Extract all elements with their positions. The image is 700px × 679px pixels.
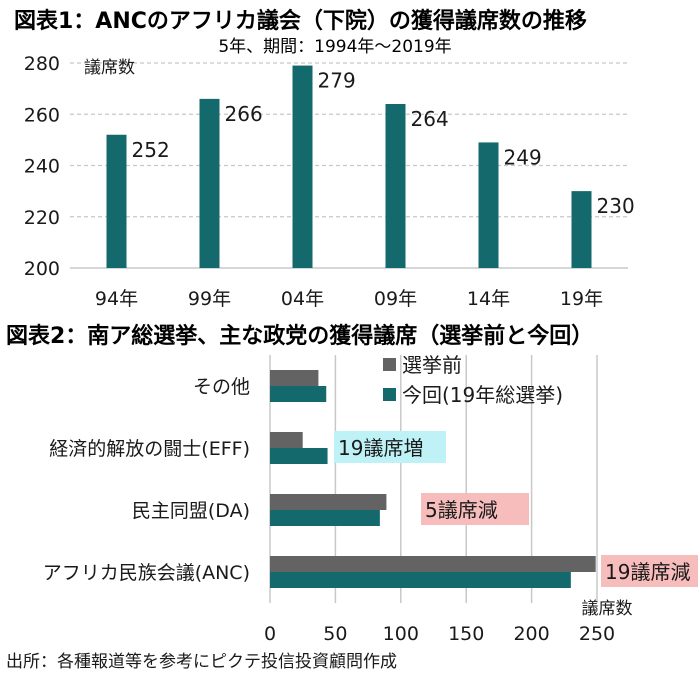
chart1-y-axis-label: 議席数	[84, 58, 135, 78]
chart2-bar-current	[270, 572, 571, 588]
chart2-x-axis-label: 議席数	[582, 599, 633, 619]
chart1-data-label: 279	[318, 69, 356, 93]
chart2-annotation-text: 19議席減	[605, 560, 690, 584]
chart2-x-tick: 100	[383, 623, 419, 645]
chart2-bar-before	[270, 556, 596, 572]
legend-label-current: 今回(19年総選挙)	[402, 383, 563, 407]
chart2-annotations: 19議席増 5議席減 19議席減	[334, 431, 698, 587]
chart1-data-label: 264	[411, 107, 449, 131]
chart2-bar-before	[270, 370, 319, 386]
chart2-legend: 選挙前 今回(19年総選挙)	[383, 353, 563, 407]
chart1-y-tick: 240	[24, 156, 60, 178]
chart1-title: 図表1：ANCのアフリカ議会（下院）の獲得議席数の推移	[14, 8, 587, 34]
chart1-x-tick: 09年	[374, 288, 417, 310]
chart1-y-tick: 200	[24, 258, 60, 280]
chart1-data-label: 252	[132, 138, 170, 162]
chart1-bar	[292, 65, 313, 268]
chart1-x-tick: 94年	[95, 288, 138, 310]
chart2-x-tick: 150	[448, 623, 484, 645]
chart2-category-label: その他	[193, 376, 250, 398]
chart2-bar-before	[270, 494, 387, 510]
chart1: 図表1：ANCのアフリカ議会（下院）の獲得議席数の推移 5年、期間：1994年〜…	[14, 8, 635, 310]
legend-swatch-current	[383, 388, 396, 401]
chart2-x-tick: 250	[579, 623, 615, 645]
chart2-bar-current	[270, 448, 328, 464]
chart1-x-tick: 04年	[281, 288, 324, 310]
chart2-annotation-box	[601, 555, 698, 587]
legend-label-before: 選挙前	[402, 353, 462, 377]
chart1-bar	[106, 134, 127, 268]
chart1-y-tick: 220	[24, 207, 60, 229]
chart1-data-label: 249	[504, 145, 542, 169]
chart1-data-label: 266	[225, 102, 263, 126]
chart1-y-ticks: 200 220 240 260 280	[24, 53, 60, 280]
chart1-bars	[106, 65, 592, 268]
chart2-annotation-text: 5議席減	[425, 498, 498, 522]
chart2-x-tick: 50	[323, 623, 347, 645]
chart2-annotation-box	[334, 431, 446, 463]
chart1-bar	[478, 142, 499, 268]
chart1-y-tick: 260	[24, 104, 60, 126]
chart1-bar	[385, 104, 406, 268]
chart2-category-label: アフリカ民族会議(ANC)	[43, 562, 250, 584]
chart2-bar-current	[270, 510, 380, 526]
source-note: 出所：各種報道等を参考にピクテ投信投資顧問作成	[6, 652, 397, 672]
chart2-annotation-box	[421, 493, 529, 525]
chart1-bar	[571, 191, 592, 268]
chart1-x-tick: 19年	[560, 288, 603, 310]
chart1-x-tick: 14年	[467, 288, 510, 310]
chart1-gridlines	[70, 62, 628, 269]
chart2-x-tick: 200	[513, 623, 549, 645]
chart2-bar-before	[270, 432, 303, 448]
chart2-bars	[270, 370, 596, 588]
chart2-bar-current	[270, 386, 327, 402]
chart1-bar	[199, 98, 220, 268]
chart2: 図表2：南ア総選挙、主な政党の獲得議席（選挙前と今回） その他経済的解放の闘士(…	[6, 323, 698, 645]
chart2-annotation-text: 19議席増	[338, 436, 423, 460]
chart1-y-tick: 280	[24, 53, 60, 75]
chart1-x-ticks: 94年 99年 04年 09年 14年 19年	[95, 288, 603, 310]
chart2-x-ticks: 0 50 100 150 200 250	[264, 623, 615, 645]
chart2-title: 図表2：南ア総選挙、主な政党の獲得議席（選挙前と今回）	[6, 323, 593, 349]
legend-swatch-before	[383, 358, 396, 371]
chart2-category-label: 民主同盟(DA)	[132, 500, 250, 522]
chart1-data-labels: 252 266 279 264 249 230	[132, 69, 635, 219]
chart2-x-tick: 0	[264, 623, 276, 645]
chart1-subtitle: 5年、期間：1994年〜2019年	[218, 37, 451, 57]
chart1-data-label: 230	[597, 194, 635, 218]
chart2-category-label: 経済的解放の闘士(EFF)	[49, 438, 250, 460]
chart1-x-tick: 99年	[188, 288, 231, 310]
